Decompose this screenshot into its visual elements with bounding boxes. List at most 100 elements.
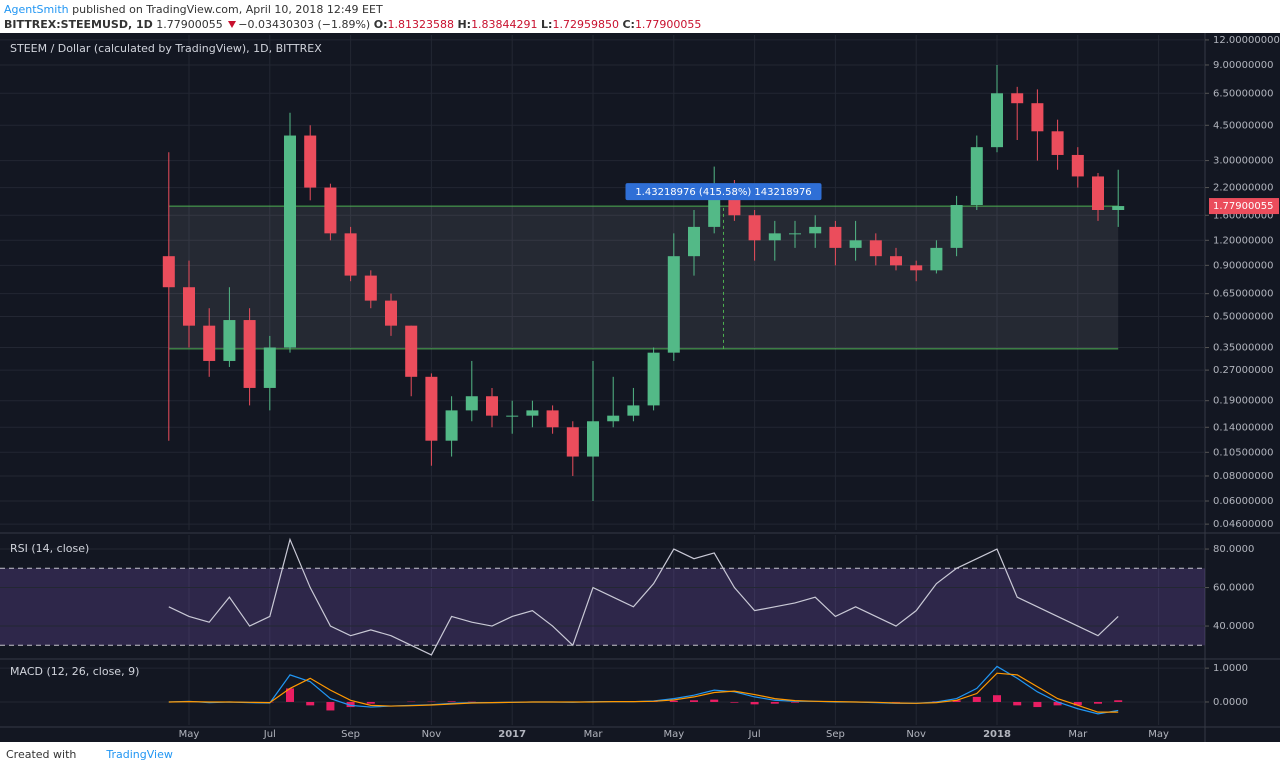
histogram-bar [1013,701,1022,706]
candle-body [1031,103,1044,132]
y-tick-label: 0.65000000 [1213,289,1273,300]
y-tick-label: 0.50000000 [1213,311,1273,322]
y-tick-label: 0.0000 [1213,697,1248,708]
candle-body [344,233,357,276]
y-tick-label: 9.00000000 [1213,60,1273,71]
candle-body [506,415,519,417]
histogram-bar [710,699,719,702]
histogram-bar [1094,701,1102,704]
y-tick-label: 1.20000000 [1213,235,1273,246]
histogram-bar [346,701,355,708]
x-tick-label: Nov [422,729,442,740]
brand[interactable]: TradingView [106,748,173,761]
o-label: O: [373,18,388,31]
x-tick-label: May [1148,729,1169,740]
histogram-bar [993,695,1001,702]
down-arrow [228,21,237,28]
y-tick-label: 4.50000000 [1213,120,1273,131]
candle-body [970,147,983,206]
histogram-bar [1073,701,1082,706]
low: 1.72959850 [552,18,619,31]
candle-body [364,275,377,301]
open: 1.81323588 [387,18,454,31]
candle-body [526,410,539,416]
candle-body [183,287,195,326]
y-tick-label: 0.90000000 [1213,260,1273,271]
histogram-bar [730,701,739,703]
candle-body [627,405,640,416]
candle-body [566,427,579,457]
candle-body [445,410,458,441]
x-tick-label: Jul [263,729,276,740]
author[interactable]: AgentSmith [4,3,69,16]
y-tick-label: 2.20000000 [1213,183,1273,194]
last-price-label: 1.77900055 [1213,201,1273,212]
candle-body [324,187,337,234]
candle-body [243,320,256,388]
h-label: H: [457,18,472,31]
candle-body [607,415,620,422]
candle-body [890,256,902,266]
x-tick-label: Nov [906,729,926,740]
histogram-bar [447,701,456,702]
candle-body [263,347,276,388]
last: 1.77900055 [156,18,223,31]
candle-body [869,240,882,257]
symbol: BITTREX:STEEMUSD, 1D [4,18,153,31]
candle-body [688,226,700,257]
candle-body [1011,93,1024,104]
candle-body [809,226,822,234]
footer: Created with TradingView [6,748,173,761]
candle-body [587,421,599,457]
candle-body [748,215,761,241]
created: Created with [6,748,77,761]
candle-body [425,376,438,441]
y-tick-label: 1.0000 [1213,663,1248,674]
high: 1.83844291 [471,18,538,31]
candle-body [1112,206,1125,211]
histogram-bar [972,696,981,702]
candle-body [304,135,317,188]
candle-body [910,265,923,271]
candle-body [647,352,660,406]
candle-body [223,320,236,361]
pane-title: STEEM / Dollar (calculated by TradingVie… [10,42,322,55]
histogram-bar [952,700,961,702]
y-tick-label: 3.00000000 [1213,156,1273,167]
candle-body [930,247,943,271]
x-tick-label: Mar [584,729,604,740]
candle-body [1051,131,1064,155]
histogram-bar [366,701,375,704]
histogram-bar [1033,701,1042,708]
last-price-box [1209,198,1279,215]
histogram-bar [1053,701,1062,706]
y-tick-label: 0.10500000 [1213,447,1273,458]
y-tick-label: 80.0000 [1213,544,1254,555]
y-tick-label: 0.19000000 [1213,396,1273,407]
y-tick-label: 0.27000000 [1213,365,1273,376]
quote-line: BITTREX:STEEMUSD, 1D 1.77900055 −0.03430… [4,17,701,32]
candle-body [1071,154,1084,177]
x-tick-label: 2018 [983,729,1011,740]
candle-body [768,233,781,241]
histogram-bar [286,688,294,702]
y-tick-label: 0.04600000 [1213,519,1273,530]
y-tick-label: 0.06000000 [1213,496,1273,507]
level-band [0,568,1205,646]
y-tick-label: 1.60000000 [1213,210,1273,221]
candle-body [991,93,1003,148]
candle-body [849,240,862,248]
y-tick-label: 0.35000000 [1213,343,1273,354]
x-tick-label: Sep [826,729,845,740]
candle-body [789,233,801,235]
candle-body [829,226,842,248]
x-tick-label: May [663,729,684,740]
y-tick-label: 60.0000 [1213,583,1254,594]
x-tick-label: Jul [748,729,761,740]
histogram-bar [690,700,698,702]
candle-body [667,256,680,353]
histogram-bar [326,701,335,711]
chart-background [0,33,1280,742]
